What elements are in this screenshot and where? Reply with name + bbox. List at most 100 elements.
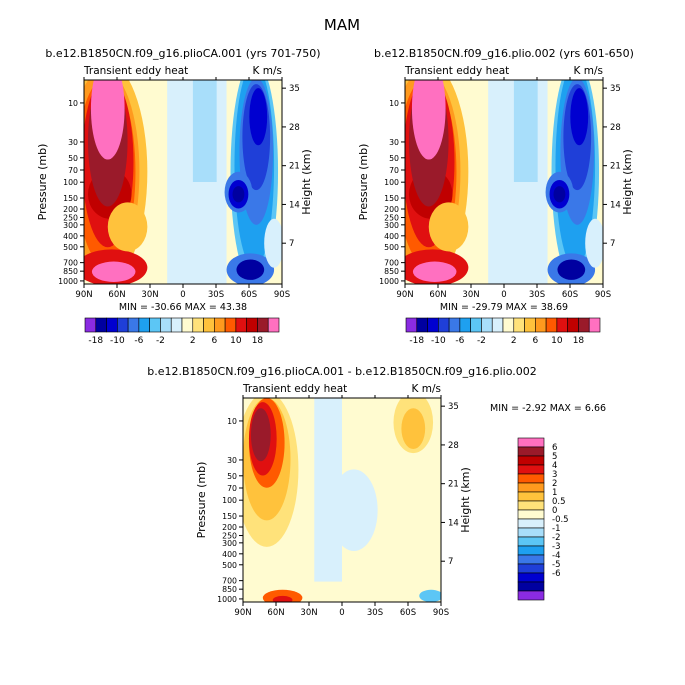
x-tick-label: 90S [274,290,290,300]
contour-band [570,88,589,146]
contour-band [412,261,457,282]
y2-tick-label: 28 [448,441,459,451]
colorbar-label: -6 [455,336,464,346]
colorbar-swatch [127,317,140,333]
colorbar-label: -6 [552,569,560,579]
colorbar-swatch [535,317,547,333]
colorbar-swatch [517,554,545,565]
contour-band [428,202,469,252]
colorbar-label: 6 [532,336,538,346]
colorbar-swatch [84,317,97,333]
colorbar-swatch [517,473,545,484]
colorbar-swatch [556,317,568,333]
left-label: Transient eddy heat [83,65,188,77]
colorbar-swatch [138,317,150,333]
y2-tick-label: 7 [448,557,453,567]
y2-axis-label: Height (km) [621,149,634,215]
colorbar-label: 6 [211,336,217,346]
y-tick-label: 300 [222,539,237,548]
y-tick-label: 30 [227,456,237,465]
contour-band [585,218,603,268]
colorbar-swatch [517,572,545,583]
y-tick-label: 50 [68,154,78,163]
y-tick-label: 500 [222,561,237,570]
y-tick-label: 50 [389,154,399,163]
y2-tick-label: 35 [289,84,300,94]
colorbar-swatch [267,317,280,333]
right-label: K m/s [412,383,441,395]
y2-axis-label: Height (km) [459,467,472,533]
colorbar-label: -4 [552,551,560,561]
y-tick-label: 100 [222,496,237,505]
y-tick-label: 200 [63,205,78,214]
y-tick-label: 150 [222,512,237,521]
y-tick-label: 250 [384,214,399,223]
x-tick-label: 60S [400,608,416,618]
y-tick-label: 10 [227,417,237,426]
colorbar-swatch [95,317,107,333]
contour-band [419,589,441,602]
x-tick-label: 90S [433,608,449,618]
y-tick-label: 500 [63,243,78,252]
colorbar-swatch [438,317,450,333]
colorbar-swatch [214,317,226,333]
panel-difference: b.e12.B1850CN.f09_g16.plioCA.001 - b.e12… [147,365,606,618]
y-tick-label: 30 [68,138,78,147]
y2-axis-label: Height (km) [300,149,313,215]
colorbar-swatch [459,317,471,333]
y2-tick-label: 21 [289,162,300,172]
colorbar-swatch [517,491,545,502]
colorbar-label: -10 [110,336,125,346]
y-tick-label: 100 [63,178,78,187]
colorbar-label: -2 [552,533,560,543]
colorbar-label: 10 [551,336,563,346]
colorbar-swatch [106,317,118,333]
stats-label: MIN = -29.79 MAX = 38.69 [440,302,568,313]
colorbar-label: 0.5 [552,497,566,507]
stats-label: MIN = -30.66 MAX = 43.38 [119,302,247,313]
right-label: K m/s [253,65,282,77]
x-tick-label: 0 [180,290,185,300]
colorbar-label: -18 [409,336,424,346]
colorbar-swatch [517,590,545,601]
y-tick-label: 850 [222,585,237,594]
panel-plio: b.e12.B1850CN.f09_g16.plio.002 (yrs 601-… [357,47,634,313]
x-tick-label: 60N [267,608,284,618]
contour-field [84,80,282,284]
contour-band [513,80,538,182]
x-tick-label: 30S [367,608,383,618]
contour-field [243,398,441,602]
y-axis-label: Pressure (mb) [357,144,370,221]
contour-field [405,80,603,284]
colorbar-label: -1 [552,524,560,534]
colorbar-label: -2 [156,336,165,346]
contour-band [249,88,268,146]
y-tick-label: 150 [63,194,78,203]
y-axis-label: Pressure (mb) [36,144,49,221]
contour-band [272,595,293,602]
colorbar-label: 10 [230,336,242,346]
right-label: K m/s [574,65,603,77]
colorbar-label: -2 [477,336,486,346]
left-label: Transient eddy heat [242,383,347,395]
colorbar-swatch [448,317,461,333]
x-tick-label: 0 [501,290,506,300]
colorbar-swatch [517,464,545,475]
colorbar-label: -5 [552,560,560,570]
y-tick-label: 700 [384,259,399,268]
colorbar-swatch [517,545,545,556]
y-tick-label: 100 [384,178,399,187]
colorbar-label: 2 [552,479,557,489]
panel-title: b.e12.B1850CN.f09_g16.plioCA.001 (yrs 70… [45,47,320,60]
x-tick-label: 90S [595,290,611,300]
contour-band [107,202,148,252]
y2-tick-label: 14 [610,200,621,210]
colorbar-label: 3 [552,470,557,480]
x-tick-label: 60S [562,290,578,300]
contour-band [232,186,245,203]
colorbar-label: 0 [552,506,557,516]
y-tick-label: 1000 [379,277,399,286]
x-tick-label: 60N [429,290,446,300]
colorbar-panel-2: -18 -10 -6 -2 2 6 10 18 [405,317,601,346]
